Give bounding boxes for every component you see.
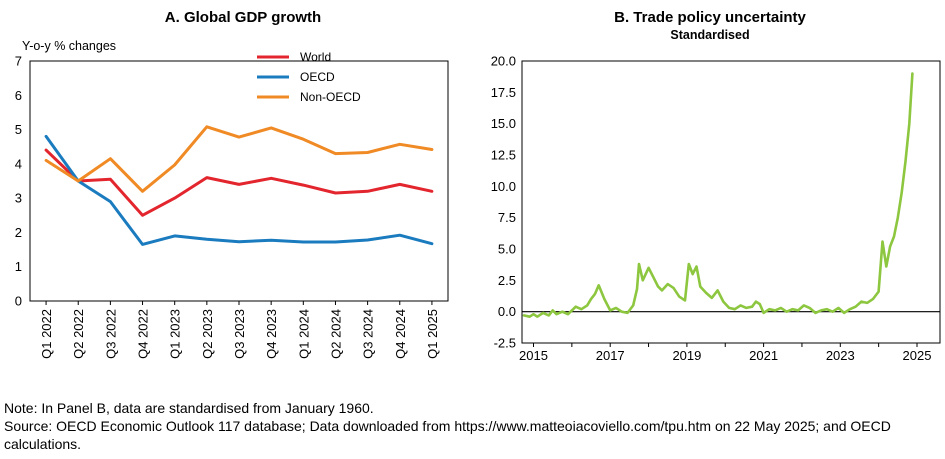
panel-a-x-tick-label: Q3 2023 bbox=[232, 309, 247, 359]
panel-b-y-tick-label: 12.5 bbox=[491, 148, 516, 163]
panel-a-x-tick-label: Q2 2023 bbox=[200, 309, 215, 359]
figure: A. Global GDP growth Y-o-y % changes 012… bbox=[15, 9, 941, 363]
panel-a-gdp-growth: A. Global GDP growth Y-o-y % changes 0 1 2… bbox=[15, 9, 449, 359]
panel-a-y-tick-label: 7 bbox=[15, 54, 22, 69]
panel-a-x-tick-label: Q3 2022 bbox=[103, 309, 118, 359]
series-line-oecd bbox=[44, 134, 434, 246]
notes-block: Note: In Panel B, data are standardised … bbox=[4, 399, 939, 453]
panel-a-x-tick-label: Q1 2024 bbox=[296, 309, 311, 359]
legend-label-world: World bbox=[300, 50, 331, 64]
panel-b-y-tick-label: 5.0 bbox=[498, 242, 516, 257]
series-line-trade-policy-uncertainty bbox=[522, 72, 914, 319]
panel-a-series bbox=[44, 125, 434, 246]
legend-label-non-oecd: Non-OECD bbox=[300, 90, 361, 104]
panel-a-x-tick-label: Q1 2023 bbox=[168, 309, 183, 359]
panel-a-x-tick-label: Q2 2024 bbox=[328, 309, 343, 359]
panel-a-x-tick-label: Q4 2023 bbox=[264, 309, 279, 359]
panel-b-y-tick-label: 17.5 bbox=[491, 85, 516, 100]
panel-a-y-tick-label: 6 bbox=[15, 88, 22, 103]
panel-a-y-tick-label: 1 bbox=[15, 259, 22, 274]
series-line-world bbox=[44, 148, 434, 217]
legend-label-oecd: OECD bbox=[300, 70, 335, 84]
series-line-non-oecd bbox=[44, 125, 434, 193]
panel-b-y-tick-label: 15.0 bbox=[491, 116, 516, 131]
panel-a-x-tick-label: Q2 2022 bbox=[71, 309, 86, 359]
panel-b-y-tick-label: 20.0 bbox=[491, 54, 516, 69]
panel-b-subtitle: Standardised bbox=[670, 28, 749, 42]
panel-a-x-tick-label: Q1 2025 bbox=[425, 309, 440, 359]
panel-b-title: B. Trade policy uncertainty bbox=[614, 9, 806, 26]
panel-a-x-tick-label: Q1 2022 bbox=[39, 309, 54, 359]
panel-a-x-ticks: Q1 2022 Q2 2022 Q3 2022 Q4 2022 Q1 2023 Q2 20… bbox=[39, 301, 440, 359]
panel-b-x-tick-label: 2025 bbox=[903, 348, 932, 363]
panel-b-plot-frame bbox=[521, 60, 941, 344]
panel-a-y-axis-label: Y-o-y % changes bbox=[22, 39, 116, 53]
panel-a-y-ticks: 0 1 2 3 4 5 6 7 bbox=[15, 54, 22, 309]
panel-b-trade-policy-uncertainty: B. Trade policy uncertainty Standardised… bbox=[491, 9, 941, 363]
panel-a-x-tick-label: Q4 2022 bbox=[136, 309, 151, 359]
panel-a-y-tick-label: 4 bbox=[15, 156, 22, 171]
panel-a-y-tick-label: 5 bbox=[15, 122, 22, 137]
panel-b-series bbox=[522, 72, 914, 319]
panel-b-y-tick-label: 0.0 bbox=[498, 304, 516, 319]
note-text: Note: In Panel B, data are standardised … bbox=[4, 400, 374, 416]
panel-a-x-tick-label: Q3 2024 bbox=[361, 309, 376, 359]
panel-b-x-tick-label: 2015 bbox=[519, 348, 548, 363]
panel-b-y-tick-label: 2.5 bbox=[498, 273, 516, 288]
panel-a-legend: World OECD Non-OECD bbox=[257, 50, 361, 104]
panel-a-x-tick-label: Q4 2024 bbox=[393, 309, 408, 359]
panel-b-x-tick-label: 2021 bbox=[749, 348, 778, 363]
panel-a-title: A. Global GDP growth bbox=[165, 9, 321, 26]
panel-a-y-tick-label: 2 bbox=[15, 225, 22, 240]
panel-b-y-tick-label: 7.5 bbox=[498, 210, 516, 225]
panel-b-x-ticks: 2015 2017 2019 2021 2023 2025 bbox=[519, 343, 931, 363]
panel-b-x-tick-label: 2017 bbox=[596, 348, 625, 363]
panel-b-x-tick-label: 2023 bbox=[826, 348, 855, 363]
panel-b-y-tick-label: 10.0 bbox=[491, 179, 516, 194]
source-text: Source: OECD Economic Outlook 117 databa… bbox=[4, 418, 891, 452]
panel-a-y-tick-label: 0 bbox=[15, 294, 22, 309]
panel-b-y-ticks: -2.5 0.0 2.5 5.0 7.5 10.0 12.5 15.0 17.5 20.0 bbox=[491, 54, 516, 351]
panel-b-y-tick-label: -2.5 bbox=[494, 336, 516, 351]
panel-b-x-tick-label: 2019 bbox=[672, 348, 701, 363]
panel-a-y-tick-label: 3 bbox=[15, 191, 22, 206]
